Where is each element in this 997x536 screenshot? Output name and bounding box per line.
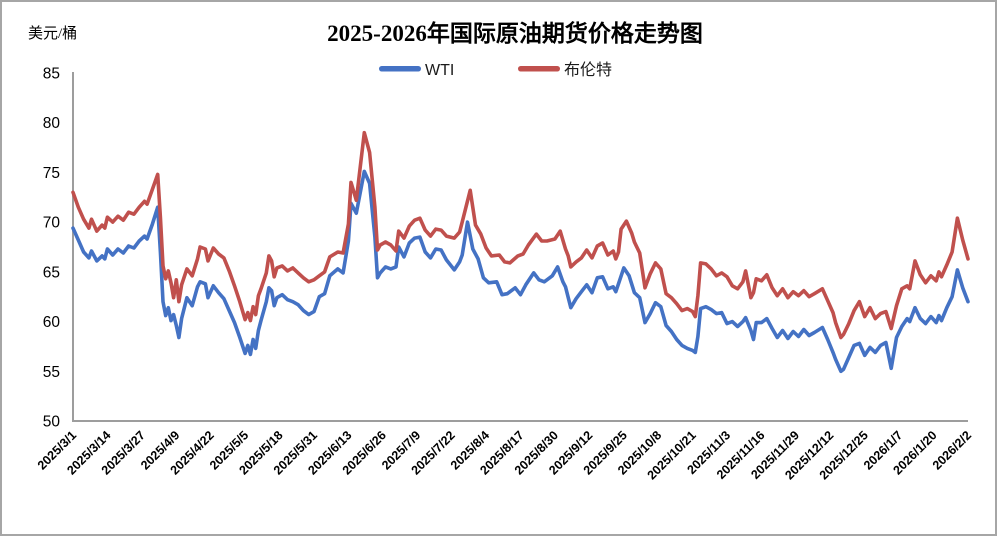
x-axis-ticks: 2025/3/12025/3/142025/3/272025/4/92025/4… [35, 428, 974, 482]
y-tick-label: 50 [43, 414, 61, 431]
legend: WTI 布伦特 [379, 61, 612, 79]
legend-label-wti: WTI [425, 62, 454, 79]
legend-item-wti: WTI [379, 62, 454, 79]
y-tick-label: 65 [43, 264, 60, 281]
y-tick-label: 75 [43, 165, 60, 182]
series-lines [71, 130, 970, 374]
chart-title: 2025-2026年国际原油期货价格走势图 [327, 20, 703, 46]
legend-swatch-wti [379, 66, 421, 72]
y-axis-unit-label: 美元/桶 [28, 25, 77, 42]
series-line-wti [71, 169, 970, 374]
y-axis-ticks: 50 55 60 65 70 75 80 85 [43, 66, 61, 431]
y-tick-label: 55 [43, 364, 60, 381]
y-tick-label: 85 [43, 66, 60, 83]
y-tick-label: 80 [43, 115, 61, 132]
legend-label-brent: 布伦特 [564, 61, 612, 79]
legend-item-brent: 布伦特 [518, 61, 612, 79]
y-tick-label: 70 [43, 215, 61, 232]
x-tick-label: 2026/2/2 [930, 428, 974, 472]
series-line-brent [71, 130, 970, 340]
legend-swatch-brent [518, 66, 560, 72]
y-tick-label: 60 [43, 314, 61, 331]
